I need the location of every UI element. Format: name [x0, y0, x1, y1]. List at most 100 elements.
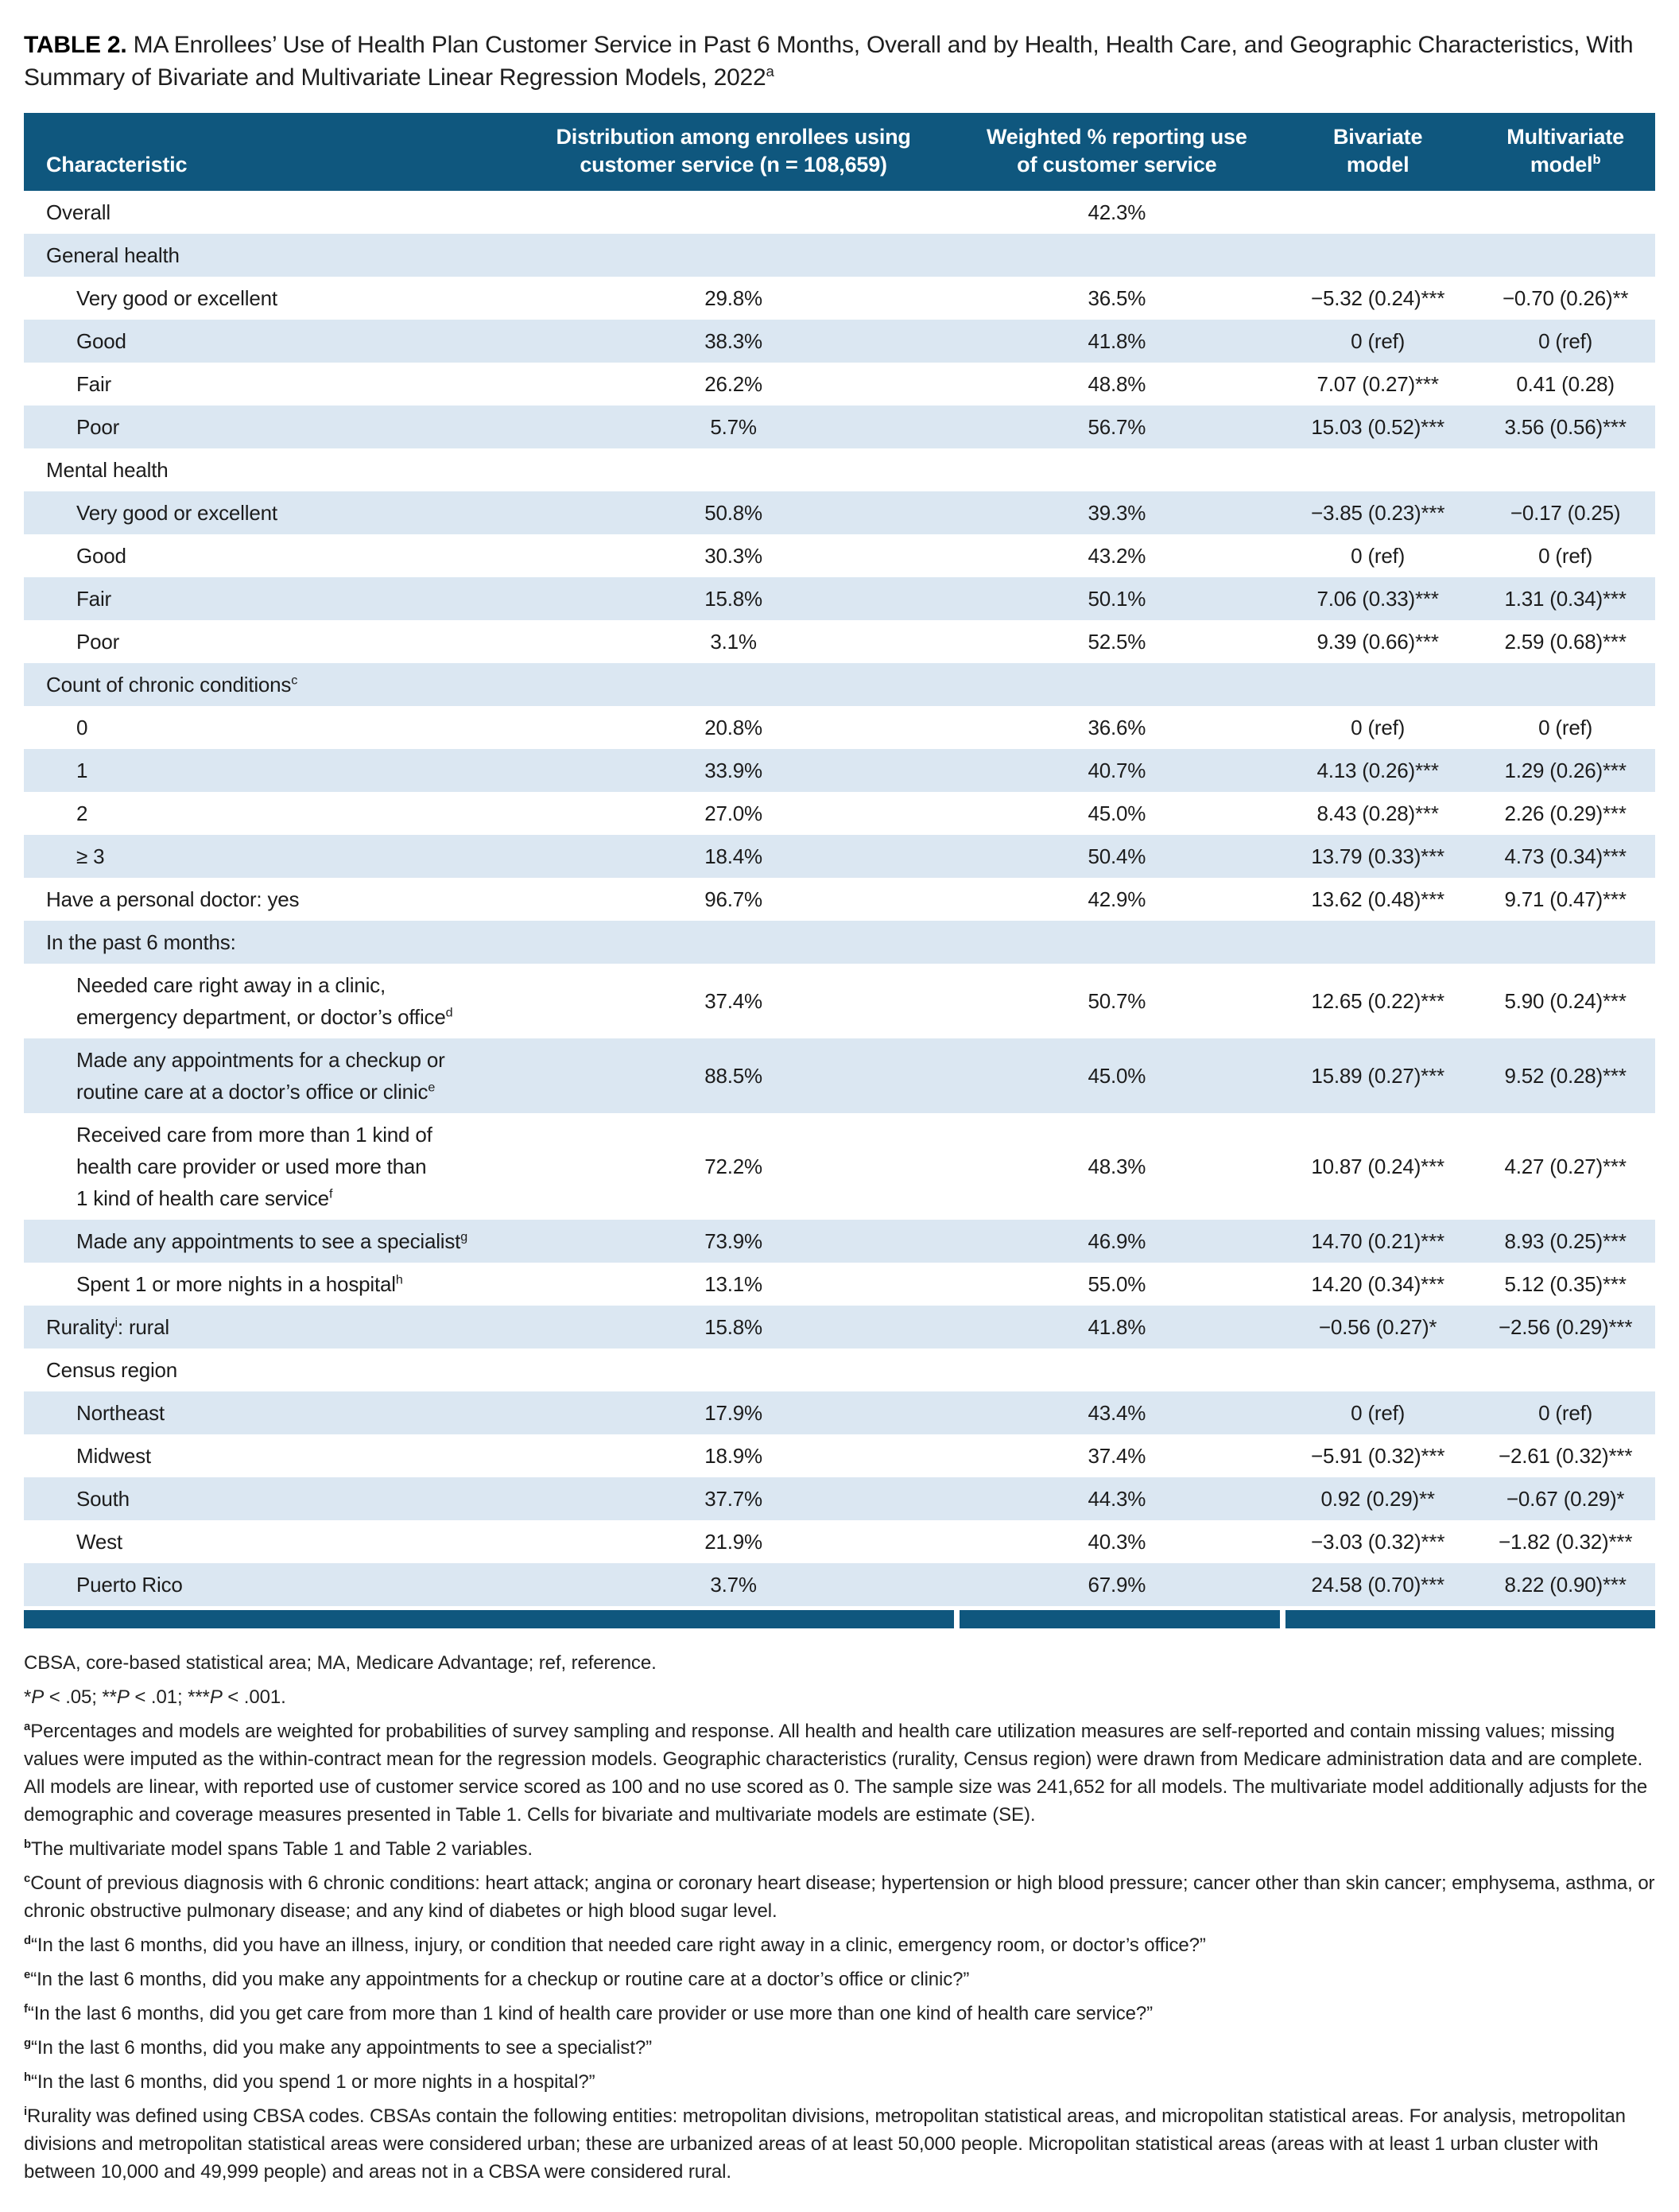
cell-weighted: 55.0% — [953, 1263, 1281, 1306]
footnote: d“In the last 6 months, did you have an … — [24, 1931, 1655, 1959]
superscript-marker: h — [395, 1272, 403, 1287]
table-row: 0 20.8% 36.6% 0 (ref) 0 (ref) — [24, 706, 1655, 749]
table-row: Fair 26.2% 48.8% 7.07 (0.27)*** 0.41 (0.… — [24, 363, 1655, 406]
cell-distribution: 15.8% — [513, 1306, 954, 1349]
cell-multivariate: 3.56 (0.56)*** — [1475, 406, 1655, 448]
footnote: g“In the last 6 months, did you make any… — [24, 2034, 1655, 2062]
cell-characteristic: 2 — [24, 792, 514, 835]
col-header-characteristic: Characteristic — [24, 113, 514, 191]
superscript-marker: b — [1592, 152, 1601, 167]
cell-characteristic: Puerto Rico — [24, 1563, 514, 1606]
col-header-bivariate: Bivariate model — [1280, 113, 1476, 191]
table-row: Good 38.3% 41.8% 0 (ref) 0 (ref) — [24, 320, 1655, 363]
cell-characteristic: Ruralityi: rural — [24, 1306, 514, 1349]
cell-weighted: 41.8% — [953, 1306, 1281, 1349]
cell-weighted: 67.9% — [953, 1563, 1281, 1606]
footnote: *P < .05; **P < .01; ***P < .001. — [24, 1683, 1655, 1711]
cell-bivariate: −0.56 (0.27)* — [1280, 1306, 1476, 1349]
cell-distribution: 33.9% — [513, 749, 954, 792]
cell-distribution: 21.9% — [513, 1520, 954, 1563]
cell-distribution: 17.9% — [513, 1391, 954, 1434]
cell-characteristic: Received care from more than 1 kind of h… — [24, 1113, 514, 1220]
footnote-text: “In the last 6 months, did you get care … — [27, 2003, 1154, 2024]
cell-weighted: 45.0% — [953, 792, 1281, 835]
cell-multivariate — [1475, 234, 1655, 277]
table-caption-text: MA Enrollees’ Use of Health Plan Custome… — [24, 32, 1634, 91]
cell-characteristic: Count of chronic conditionsc — [24, 663, 514, 706]
footnote: cCount of previous diagnosis with 6 chro… — [24, 1869, 1655, 1925]
cell-characteristic: 1 — [24, 749, 514, 792]
regression-table: Characteristic Distribution among enrolle… — [24, 113, 1655, 1606]
table-row: Received care from more than 1 kind of h… — [24, 1113, 1655, 1220]
cell-weighted: 36.5% — [953, 277, 1281, 320]
cell-weighted: 43.2% — [953, 534, 1281, 577]
cell-bivariate: 9.39 (0.66)*** — [1280, 620, 1476, 663]
footnote-marker: f — [24, 2003, 28, 2016]
cell-bivariate: 14.70 (0.21)*** — [1280, 1220, 1476, 1263]
cell-bivariate: 13.62 (0.48)*** — [1280, 878, 1476, 921]
footnote-text: *P < .05; **P < .01; ***P < .001. — [24, 1686, 286, 1708]
cell-weighted — [953, 448, 1281, 491]
table-row: 2 27.0% 45.0% 8.43 (0.28)*** 2.26 (0.29)… — [24, 792, 1655, 835]
cell-weighted: 40.3% — [953, 1520, 1281, 1563]
cell-weighted: 48.8% — [953, 363, 1281, 406]
cell-bivariate: 8.43 (0.28)*** — [1280, 792, 1476, 835]
cell-multivariate: 0 (ref) — [1475, 706, 1655, 749]
superscript-marker: f — [328, 1186, 333, 1201]
cell-bivariate: 15.89 (0.27)*** — [1280, 1038, 1476, 1113]
table-row: Made any appointments to see a specialis… — [24, 1220, 1655, 1263]
cell-weighted: 46.9% — [953, 1220, 1281, 1263]
cell-bivariate — [1280, 234, 1476, 277]
cell-bivariate — [1280, 921, 1476, 964]
footnote-marker: e — [24, 1969, 31, 1981]
cell-distribution: 88.5% — [513, 1038, 954, 1113]
table-row: Count of chronic conditionsc — [24, 663, 1655, 706]
cell-multivariate: 4.27 (0.27)*** — [1475, 1113, 1655, 1220]
table-row: Mental health — [24, 448, 1655, 491]
rule-gap — [1280, 1610, 1286, 1628]
table-bottom-rule — [24, 1610, 1655, 1628]
cell-multivariate: 2.59 (0.68)*** — [1475, 620, 1655, 663]
cell-weighted: 36.6% — [953, 706, 1281, 749]
cell-bivariate: −3.03 (0.32)*** — [1280, 1520, 1476, 1563]
table-row: Spent 1 or more nights in a hospitalh 13… — [24, 1263, 1655, 1306]
cell-distribution — [513, 448, 954, 491]
cell-multivariate: 9.71 (0.47)*** — [1475, 878, 1655, 921]
footnote: bThe multivariate model spans Table 1 an… — [24, 1835, 1655, 1863]
table-row: Poor 3.1% 52.5% 9.39 (0.66)*** 2.59 (0.6… — [24, 620, 1655, 663]
cell-multivariate — [1475, 663, 1655, 706]
header-row: Characteristic Distribution among enrolle… — [24, 113, 1655, 191]
cell-bivariate: 14.20 (0.34)*** — [1280, 1263, 1476, 1306]
cell-distribution — [513, 191, 954, 234]
cell-weighted: 50.7% — [953, 964, 1281, 1038]
cell-bivariate — [1280, 1349, 1476, 1391]
cell-weighted: 43.4% — [953, 1391, 1281, 1434]
cell-characteristic: West — [24, 1520, 514, 1563]
cell-multivariate: 1.29 (0.26)*** — [1475, 749, 1655, 792]
cell-distribution: 72.2% — [513, 1113, 954, 1220]
table-row: Poor 5.7% 56.7% 15.03 (0.52)*** 3.56 (0.… — [24, 406, 1655, 448]
col-header-multivariate: Multivariate modelb — [1475, 113, 1655, 191]
col-header-distribution: Distribution among enrollees using custo… — [513, 113, 954, 191]
cell-weighted — [953, 663, 1281, 706]
cell-characteristic: Mental health — [24, 448, 514, 491]
cell-weighted: 37.4% — [953, 1434, 1281, 1477]
cell-characteristic: Fair — [24, 363, 514, 406]
cell-bivariate: 15.03 (0.52)*** — [1280, 406, 1476, 448]
cell-distribution: 50.8% — [513, 491, 954, 534]
cell-multivariate: −0.17 (0.25) — [1475, 491, 1655, 534]
table-row: Good 30.3% 43.2% 0 (ref) 0 (ref) — [24, 534, 1655, 577]
cell-distribution — [513, 663, 954, 706]
cell-weighted: 50.4% — [953, 835, 1281, 878]
cell-distribution: 37.4% — [513, 964, 954, 1038]
table-row: Midwest 18.9% 37.4% −5.91 (0.32)*** −2.6… — [24, 1434, 1655, 1477]
cell-distribution: 30.3% — [513, 534, 954, 577]
cell-distribution — [513, 234, 954, 277]
cell-weighted: 50.1% — [953, 577, 1281, 620]
footnote-text: “In the last 6 months, did you make any … — [31, 2037, 653, 2059]
footnotes: CBSA, core-based statistical area; MA, M… — [24, 1649, 1655, 2186]
cell-bivariate: 10.87 (0.24)*** — [1280, 1113, 1476, 1220]
footnote-marker: h — [24, 2071, 31, 2084]
table-row: ≥ 3 18.4% 50.4% 13.79 (0.33)*** 4.73 (0.… — [24, 835, 1655, 878]
